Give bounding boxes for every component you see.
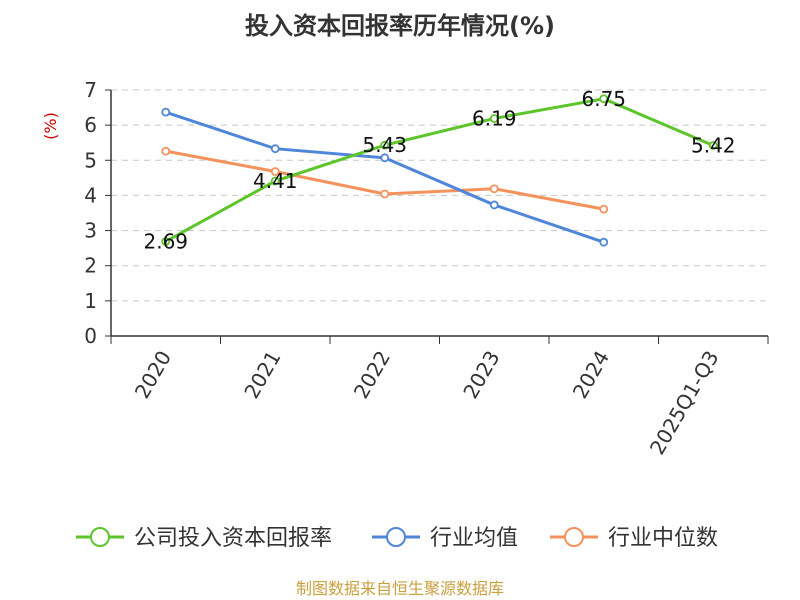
series-line bbox=[165, 110, 605, 244]
y-tick-label: 0 bbox=[84, 324, 97, 348]
legend-label: 行业均值 bbox=[430, 526, 518, 551]
data-label: 5.43 bbox=[362, 133, 407, 157]
y-tick-label: 2 bbox=[84, 254, 97, 278]
data-label: 5.42 bbox=[691, 134, 736, 158]
data-point bbox=[489, 200, 499, 210]
x-tick-label: 2023 bbox=[458, 347, 504, 403]
legend-marker bbox=[386, 527, 406, 547]
data-point bbox=[599, 237, 609, 247]
y-tick-label: 7 bbox=[84, 78, 97, 102]
data-label: 6.75 bbox=[581, 87, 626, 111]
data-point bbox=[489, 114, 499, 123]
data-point bbox=[270, 167, 280, 176]
data-point bbox=[270, 176, 280, 186]
legend: 公司投入资本回报率 行业均值 行业中位数 bbox=[76, 526, 718, 551]
y-tick-label: 3 bbox=[84, 219, 97, 243]
legend-marker bbox=[90, 527, 110, 547]
data-label: 4.41 bbox=[253, 169, 298, 193]
y-tick-label: 5 bbox=[84, 148, 97, 172]
x-tick-labels: 2020 2021 2022 2023 2024 2025Q1-Q3 bbox=[130, 347, 724, 459]
legend-marker bbox=[564, 527, 584, 547]
data-labels: 2.69 4.41 5.43 6.19 6.75 5.42 bbox=[143, 87, 735, 254]
x-tick-label: 2022 bbox=[349, 347, 395, 403]
x-tick-label: 2021 bbox=[239, 347, 285, 403]
data-point bbox=[489, 184, 499, 194]
x-tick-label: 2020 bbox=[130, 347, 176, 403]
data-point bbox=[380, 140, 390, 150]
legend-label: 行业中位数 bbox=[608, 526, 718, 551]
series-lines bbox=[165, 97, 714, 244]
x-tick-label: 2024 bbox=[568, 347, 614, 403]
data-label: 2.69 bbox=[143, 229, 188, 253]
data-label: 6.19 bbox=[472, 106, 517, 130]
data-point bbox=[161, 237, 171, 246]
data-point bbox=[161, 107, 171, 117]
legend-label: 公司投入资本回报率 bbox=[134, 526, 332, 551]
y-tick-label: 4 bbox=[84, 183, 97, 207]
gridlines bbox=[111, 89, 768, 302]
data-point bbox=[599, 204, 609, 214]
y-tick-label: 1 bbox=[84, 289, 97, 313]
x-tick-label: 2025Q1-Q3 bbox=[645, 347, 724, 459]
data-point bbox=[270, 144, 280, 154]
y-tick-labels: 0 1 2 3 4 5 6 7 bbox=[84, 78, 97, 348]
data-point bbox=[161, 146, 171, 156]
chart-title: 投入资本回报率历年情况(%) bbox=[245, 12, 555, 40]
data-point bbox=[599, 94, 609, 104]
series-points bbox=[161, 94, 718, 247]
series-line bbox=[165, 97, 714, 243]
data-point bbox=[708, 141, 718, 150]
source-note: 制图数据来自恒生聚源数据库 bbox=[296, 579, 504, 598]
data-point bbox=[380, 189, 390, 199]
data-point bbox=[380, 153, 390, 163]
y-tick-label: 6 bbox=[84, 113, 97, 137]
axes bbox=[105, 89, 769, 344]
y-axis-label: (%) bbox=[41, 112, 60, 140]
